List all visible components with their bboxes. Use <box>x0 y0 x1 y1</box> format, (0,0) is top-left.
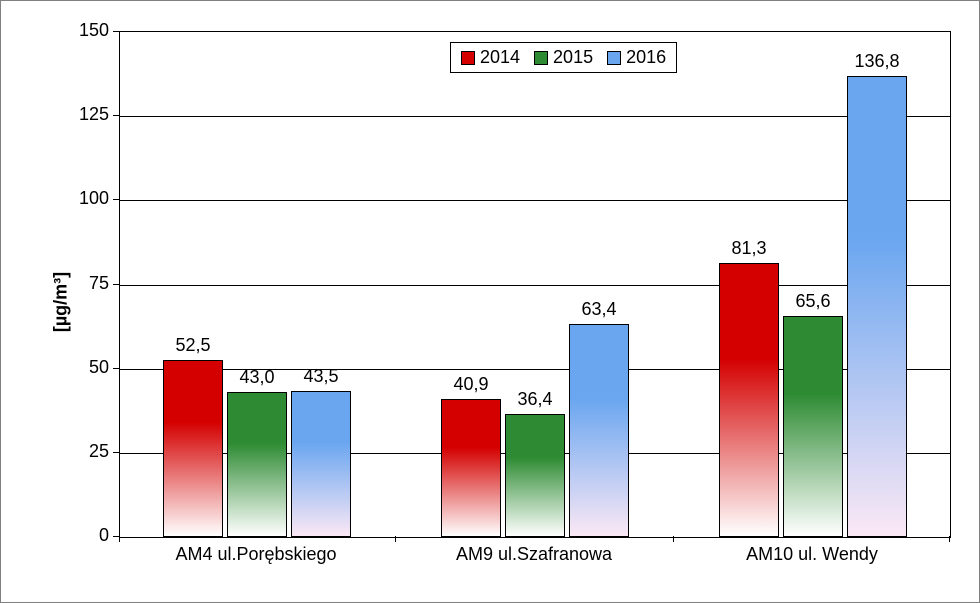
x-tick-mark <box>395 536 396 542</box>
x-tick-label: AM9 ul.Szafranowa <box>424 544 644 565</box>
bar-value-label: 81,3 <box>724 238 774 259</box>
x-tick-mark <box>119 536 120 542</box>
y-tick-mark <box>113 31 119 32</box>
x-tick-mark <box>673 536 674 542</box>
bar <box>291 391 351 537</box>
bar-value-label: 136,8 <box>852 51 902 72</box>
bar <box>783 316 843 537</box>
plot-area: 52,5 43,0 43,5 40,9 36,4 63,4 81,3 65,6 136,8 201… <box>119 31 951 538</box>
x-tick-label: AM10 ul. Wendy <box>702 544 922 565</box>
bar <box>719 263 779 537</box>
bar-value-label: 43,0 <box>232 367 282 388</box>
y-tick-label: 50 <box>49 357 109 378</box>
bar-value-label: 40,9 <box>446 374 496 395</box>
y-tick-label: 25 <box>49 441 109 462</box>
bar <box>505 414 565 537</box>
bar <box>441 399 501 537</box>
x-tick-mark <box>949 536 950 542</box>
y-tick-mark <box>113 368 119 369</box>
legend-swatch <box>607 51 621 65</box>
legend-item: 2014 <box>461 47 520 68</box>
legend-label: 2014 <box>480 47 520 68</box>
x-tick-label: AM4 ul.Porębskiego <box>146 544 366 565</box>
y-tick-mark <box>113 199 119 200</box>
legend-label: 2015 <box>553 47 593 68</box>
legend-item: 2015 <box>534 47 593 68</box>
legend-swatch <box>461 51 475 65</box>
bar <box>569 324 629 537</box>
bar-value-label: 36,4 <box>510 389 560 410</box>
legend: 2014 2015 2016 <box>450 42 677 73</box>
y-tick-label: 125 <box>49 104 109 125</box>
chart-frame: [µg/m³] 52,543,043,540,936,463,481,365,6… <box>0 0 980 603</box>
y-tick-label: 150 <box>49 20 109 41</box>
gridline <box>120 200 950 201</box>
y-tick-label: 0 <box>49 525 109 546</box>
gridline <box>120 285 950 286</box>
y-tick-mark <box>113 115 119 116</box>
y-tick-mark <box>113 452 119 453</box>
legend-swatch <box>534 51 548 65</box>
y-tick-label: 75 <box>49 273 109 294</box>
bar-value-label: 52,5 <box>168 335 218 356</box>
bar-value-label: 43,5 <box>296 366 346 387</box>
bar <box>227 392 287 537</box>
legend-label: 2016 <box>626 47 666 68</box>
gridline <box>120 116 950 117</box>
legend-item: 2016 <box>607 47 666 68</box>
bar-value-label: 65,6 <box>788 291 838 312</box>
y-tick-label: 100 <box>49 188 109 209</box>
bar <box>163 360 223 537</box>
y-tick-mark <box>113 284 119 285</box>
bar <box>847 76 907 537</box>
bar-value-label: 63,4 <box>574 299 624 320</box>
